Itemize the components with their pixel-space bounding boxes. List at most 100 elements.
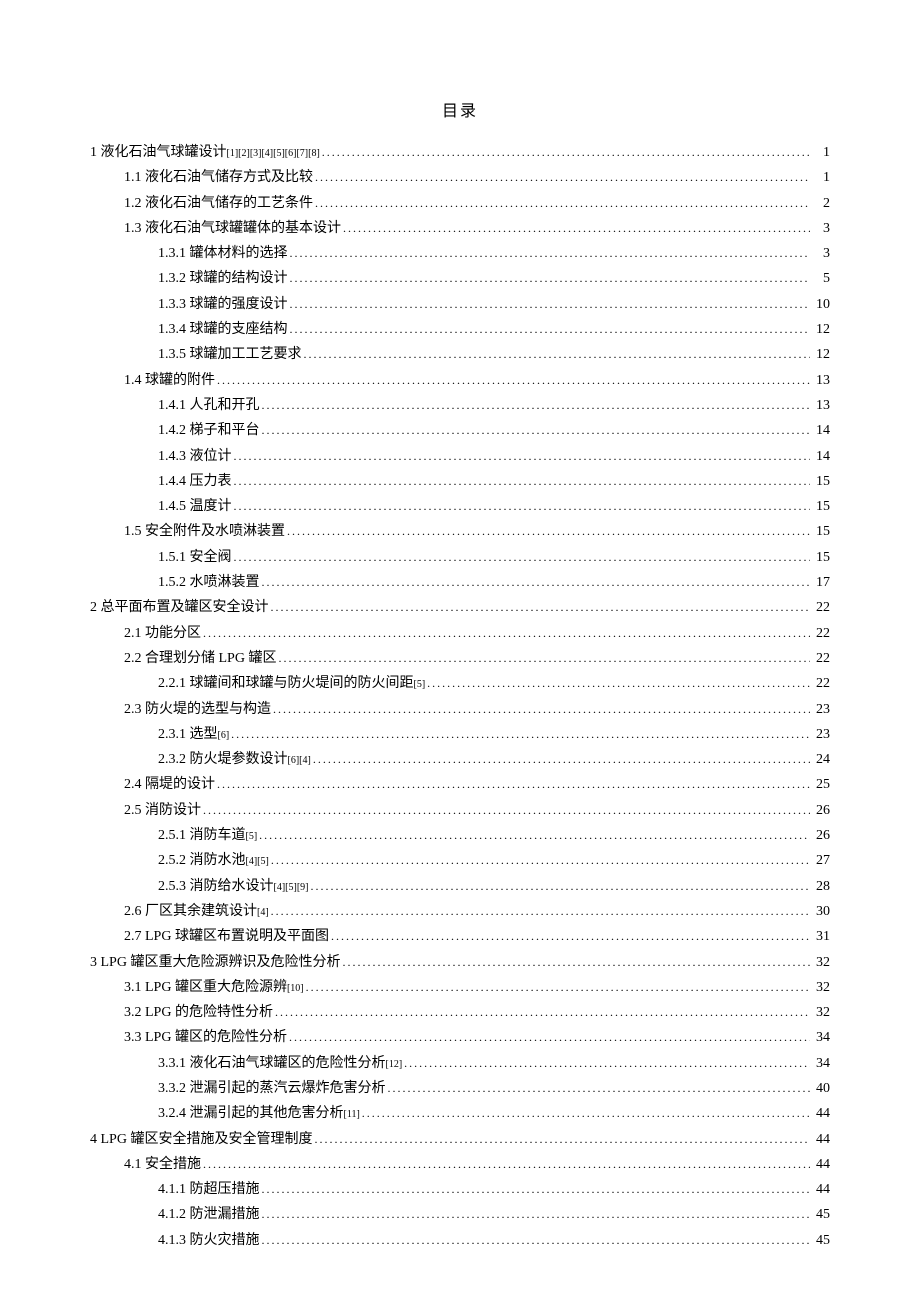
toc-entry[interactable]: 2.5.2 消防水池[4][5]27 [90, 850, 830, 871]
toc-page-number: 2 [810, 193, 830, 214]
toc-dots [271, 700, 810, 718]
toc-page-number: 5 [810, 268, 830, 289]
toc-entry-label: 1.5.2 水喷淋装置 [158, 572, 260, 593]
toc-entry-refs: [10] [287, 981, 304, 996]
toc-entry[interactable]: 2.5 消防设计26 [90, 800, 830, 821]
toc-page-number: 1 [810, 167, 830, 188]
toc-entry[interactable]: 2.2.1 球罐间和球罐与防火堤间的防火间距[5]22 [90, 673, 830, 694]
toc-page-number: 15 [810, 496, 830, 517]
toc-entry[interactable]: 1.4.2 梯子和平台14 [90, 420, 830, 441]
toc-entry[interactable]: 1.4 球罐的附件13 [90, 370, 830, 391]
toc-entry-label: 3.3 LPG 罐区的危险性分析 [124, 1027, 287, 1048]
toc-page-number: 13 [810, 370, 830, 391]
toc-entry-label: 1.3.4 球罐的支座结构 [158, 319, 288, 340]
toc-dots [260, 1180, 811, 1198]
toc-entry-label: 2 总平面布置及罐区安全设计 [90, 597, 269, 618]
toc-entry[interactable]: 2.3.1 选型[6]23 [90, 724, 830, 745]
toc-entry-label: 1.4.3 液位计 [158, 446, 232, 467]
toc-entry[interactable]: 4 LPG 罐区安全措施及安全管理制度44 [90, 1129, 830, 1150]
toc-entry-refs: [6] [218, 728, 230, 743]
toc-entry[interactable]: 1.3 液化石油气球罐罐体的基本设计3 [90, 218, 830, 239]
toc-entry[interactable]: 3 LPG 罐区重大危险源辨识及危险性分析32 [90, 952, 830, 973]
toc-dots [313, 194, 810, 212]
toc-dots [312, 1130, 810, 1148]
toc-entry[interactable]: 1.5 安全附件及水喷淋装置15 [90, 521, 830, 542]
toc-entry-label: 3.2.4 泄漏引起的其他危害分析 [158, 1103, 344, 1124]
toc-entry[interactable]: 1.4.3 液位计 14 [90, 446, 830, 467]
toc-entry[interactable]: 3.3 LPG 罐区的危险性分析34 [90, 1027, 830, 1048]
toc-dots [320, 143, 810, 161]
toc-dots [232, 548, 811, 566]
toc-dots [360, 1104, 810, 1122]
toc-entry[interactable]: 2.6 厂区其余建筑设计[4]30 [90, 901, 830, 922]
toc-entry-refs: [1][2][3][4][5][6][7][8] [227, 146, 320, 161]
toc-entry[interactable]: 2.7 LPG 球罐区布置说明及平面图31 [90, 926, 830, 947]
toc-entry[interactable]: 2.5.1 消防车道[5]26 [90, 825, 830, 846]
toc-dots [304, 978, 810, 996]
toc-entry-label: 1.2 液化石油气储存的工艺条件 [124, 193, 313, 214]
toc-entry[interactable]: 4.1 安全措施44 [90, 1154, 830, 1175]
toc-entry[interactable]: 2.2 合理划分储 LPG 罐区 22 [90, 648, 830, 669]
toc-entry[interactable]: 4.1.1 防超压措施44 [90, 1179, 830, 1200]
toc-entry[interactable]: 1.4.4 压力表15 [90, 471, 830, 492]
toc-page-number: 25 [810, 774, 830, 795]
toc-page-number: 17 [810, 572, 830, 593]
toc-entry-label: 2.5.2 消防水池 [158, 850, 246, 871]
toc-entry-refs: [12] [386, 1057, 403, 1072]
toc-entry[interactable]: 1.3.2 球罐的结构设计5 [90, 268, 830, 289]
toc-page-number: 26 [810, 825, 830, 846]
toc-page-number: 22 [810, 648, 830, 669]
toc-entry[interactable]: 2.5.3 消防给水设计[4][5][9]28 [90, 876, 830, 897]
toc-dots [425, 674, 810, 692]
toc-page-number: 1 [810, 142, 830, 163]
toc-page-number: 3 [810, 243, 830, 264]
toc-dots [276, 649, 810, 667]
toc-page-number: 45 [810, 1204, 830, 1225]
toc-dots [260, 421, 811, 439]
toc-entry[interactable]: 1.3.3 球罐的强度设计10 [90, 294, 830, 315]
toc-entry[interactable]: 2.4 隔堤的设计25 [90, 774, 830, 795]
toc-page-number: 22 [810, 597, 830, 618]
toc-entry[interactable]: 3.2 LPG 的危险特性分析32 [90, 1002, 830, 1023]
toc-entry[interactable]: 1.4.1 人孔和开孔13 [90, 395, 830, 416]
toc-dots [201, 1155, 810, 1173]
toc-entry-label: 2.2 合理划分储 LPG 罐区 [124, 648, 276, 669]
toc-entry[interactable]: 2.3 防火堤的选型与构造23 [90, 699, 830, 720]
toc-entry-label: 2.2.1 球罐间和球罐与防火堤间的防火间距 [158, 673, 414, 694]
toc-entry[interactable]: 3.1 LPG 罐区重大危险源辨[10]32 [90, 977, 830, 998]
toc-page-number: 14 [810, 446, 830, 467]
toc-dots [215, 371, 810, 389]
toc-entry[interactable]: 1.3.1 罐体材料的选择3 [90, 243, 830, 264]
toc-entry[interactable]: 1.3.4 球罐的支座结构12 [90, 319, 830, 340]
toc-entry-refs: [4] [257, 905, 269, 920]
toc-page-number: 31 [810, 926, 830, 947]
toc-entry-label: 4.1.1 防超压措施 [158, 1179, 260, 1200]
toc-entry-refs: [4][5][9] [274, 880, 309, 895]
toc-entry[interactable]: 2.3.2 防火堤参数设计[6][4]24 [90, 749, 830, 770]
toc-page-number: 15 [810, 521, 830, 542]
toc-entry-label: 4.1.3 防火灾措施 [158, 1230, 260, 1251]
toc-entry[interactable]: 3.2.4 泄漏引起的其他危害分析[11]44 [90, 1103, 830, 1124]
toc-entry[interactable]: 1.5.2 水喷淋装置 17 [90, 572, 830, 593]
toc-container: 1 液化石油气球罐设计[1][2][3][4][5][6][7][8]11.1 … [90, 142, 830, 1251]
toc-entry-label: 2.5.1 消防车道 [158, 825, 246, 846]
toc-entry[interactable]: 4.1.2 防泄漏措施45 [90, 1204, 830, 1225]
toc-page-number: 3 [810, 218, 830, 239]
toc-dots [386, 1079, 811, 1097]
toc-entry[interactable]: 1.1 液化石油气储存方式及比较 1 [90, 167, 830, 188]
toc-entry[interactable]: 3.3.1 液化石油气球罐区的危险性分析[12]34 [90, 1053, 830, 1074]
toc-entry[interactable]: 2.1 功能分区22 [90, 623, 830, 644]
toc-entry[interactable]: 1.2 液化石油气储存的工艺条件 2 [90, 193, 830, 214]
toc-entry[interactable]: 1 液化石油气球罐设计[1][2][3][4][5][6][7][8]1 [90, 142, 830, 163]
toc-entry[interactable]: 3.3.2 泄漏引起的蒸汽云爆炸危害分析40 [90, 1078, 830, 1099]
toc-entry[interactable]: 1.4.5 温度计15 [90, 496, 830, 517]
toc-entry-label: 1.1 液化石油气储存方式及比较 [124, 167, 313, 188]
toc-dots [232, 497, 811, 515]
toc-page-number: 30 [810, 901, 830, 922]
toc-entry[interactable]: 1.5.1 安全阀15 [90, 547, 830, 568]
toc-entry[interactable]: 1.3.5 球罐加工工艺要求12 [90, 344, 830, 365]
toc-entry[interactable]: 4.1.3 防火灾措施45 [90, 1230, 830, 1251]
toc-page-number: 32 [810, 1002, 830, 1023]
toc-page-number: 34 [810, 1053, 830, 1074]
toc-entry[interactable]: 2 总平面布置及罐区安全设计 22 [90, 597, 830, 618]
